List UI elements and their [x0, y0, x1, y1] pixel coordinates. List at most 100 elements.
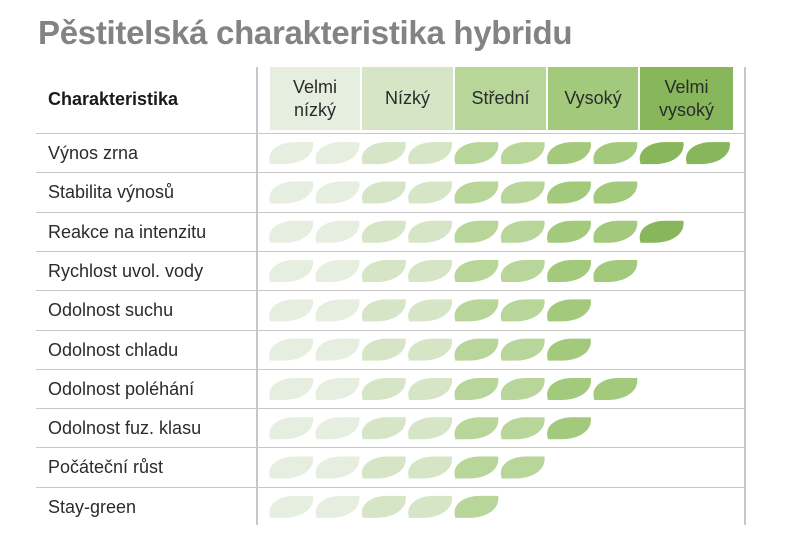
row-label: Stay-green — [48, 497, 137, 517]
leaf-filled — [639, 220, 684, 243]
leaf-filled — [315, 220, 360, 243]
leaf-filled — [361, 377, 406, 400]
row-label: Stabilita výnosů — [48, 182, 175, 202]
level-header-label: Nízký — [385, 88, 430, 108]
row-label: Odolnost poléhání — [48, 379, 195, 399]
leaf-filled — [269, 299, 314, 322]
row-label: Počáteční růst — [48, 457, 164, 477]
row-separator — [36, 369, 746, 370]
leaf-filled — [686, 142, 730, 165]
leaf-filled — [454, 299, 499, 322]
row-header-label: Charakteristika — [48, 89, 179, 109]
leaf-empty — [686, 339, 730, 361]
leaf-empty — [593, 339, 637, 361]
leaf-filled — [361, 495, 406, 518]
leaf-filled — [500, 377, 545, 400]
row-label: Odolnost suchu — [48, 300, 174, 320]
leaf-filled — [408, 260, 453, 283]
leaf-filled — [315, 495, 360, 518]
leaf-filled — [315, 260, 360, 283]
leaf-filled — [547, 142, 591, 165]
row-label: Odolnost chladu — [48, 340, 179, 360]
leaf-filled — [454, 377, 499, 400]
leaf-filled — [547, 299, 591, 322]
leaf-filled — [454, 456, 499, 479]
row-separator — [36, 172, 746, 173]
leaf-filled — [315, 142, 360, 165]
leaf-filled — [408, 142, 453, 165]
leaf-filled — [269, 338, 314, 361]
row-separator — [36, 408, 746, 409]
level-header-label: Střední — [471, 88, 530, 108]
leaf-filled — [500, 299, 545, 322]
leaf-filled — [593, 260, 638, 283]
level-header-5: Velmi vysoký — [640, 67, 733, 130]
leaf-empty — [593, 457, 637, 479]
leaf-filled — [500, 456, 545, 479]
leaf-empty — [547, 496, 591, 518]
leaf-filled — [547, 417, 591, 440]
level-header-label: Velmi nízký — [292, 76, 337, 120]
leaf-empty — [640, 457, 684, 479]
leaf-empty — [640, 378, 684, 400]
leaf-filled — [361, 260, 406, 283]
leaf-empty — [640, 339, 684, 361]
leaf-filled — [408, 495, 453, 518]
leaf-empty — [640, 181, 684, 203]
leaf-filled — [454, 142, 499, 165]
row-label: Reakce na intenzitu — [48, 222, 207, 242]
leaf-empty — [686, 496, 730, 518]
leaf-filled — [593, 142, 638, 165]
leaf-filled — [361, 220, 406, 243]
row-separator — [36, 290, 746, 291]
leaf-filled — [408, 456, 453, 479]
leaf-filled — [547, 260, 591, 283]
leaf-filled — [454, 338, 499, 361]
leaf-filled — [454, 220, 499, 243]
leaf-filled — [500, 142, 545, 165]
leaf-filled — [269, 377, 314, 400]
leaf-empty — [593, 417, 637, 439]
leaf-filled — [269, 417, 314, 440]
row-label: Výnos zrna — [48, 143, 139, 163]
leaf-filled — [408, 377, 453, 400]
level-header-label: Vysoký — [564, 88, 622, 108]
leaf-empty — [686, 457, 730, 479]
leaf-empty — [640, 299, 684, 321]
row-separator — [36, 212, 746, 213]
level-header-2: Nízký — [362, 67, 453, 130]
row-separator — [36, 330, 746, 331]
leaf-filled — [593, 377, 638, 400]
row-separator — [36, 447, 746, 448]
leaf-filled — [454, 260, 499, 283]
leaf-filled — [315, 299, 360, 322]
leaf-filled — [361, 142, 406, 165]
leaf-empty — [686, 417, 730, 439]
leaf-filled — [361, 181, 406, 204]
leaf-filled — [547, 220, 591, 243]
level-header-4: Vysoký — [548, 67, 638, 130]
leaf-filled — [361, 299, 406, 322]
leaf-filled — [315, 181, 360, 204]
leaf-filled — [408, 417, 453, 440]
leaf-filled — [547, 377, 591, 400]
leaf-filled — [361, 456, 406, 479]
leaf-empty — [593, 496, 637, 518]
leaf-empty — [593, 299, 637, 321]
leaf-filled — [269, 495, 314, 518]
table-right-border — [744, 67, 746, 525]
leaf-filled — [315, 377, 360, 400]
leaf-filled — [500, 181, 545, 204]
leaf-filled — [593, 181, 638, 204]
row-label: Rychlost uvol. vody — [48, 261, 204, 281]
leaf-filled — [269, 220, 314, 243]
leaf-filled — [315, 417, 360, 440]
leaf-empty — [686, 299, 730, 321]
leaf-filled — [408, 181, 453, 204]
leaf-filled — [408, 220, 453, 243]
leaf-filled — [547, 338, 591, 361]
leaf-filled — [454, 495, 499, 518]
leaf-empty — [501, 496, 545, 518]
leaf-empty — [686, 260, 730, 282]
leaf-filled — [408, 338, 453, 361]
